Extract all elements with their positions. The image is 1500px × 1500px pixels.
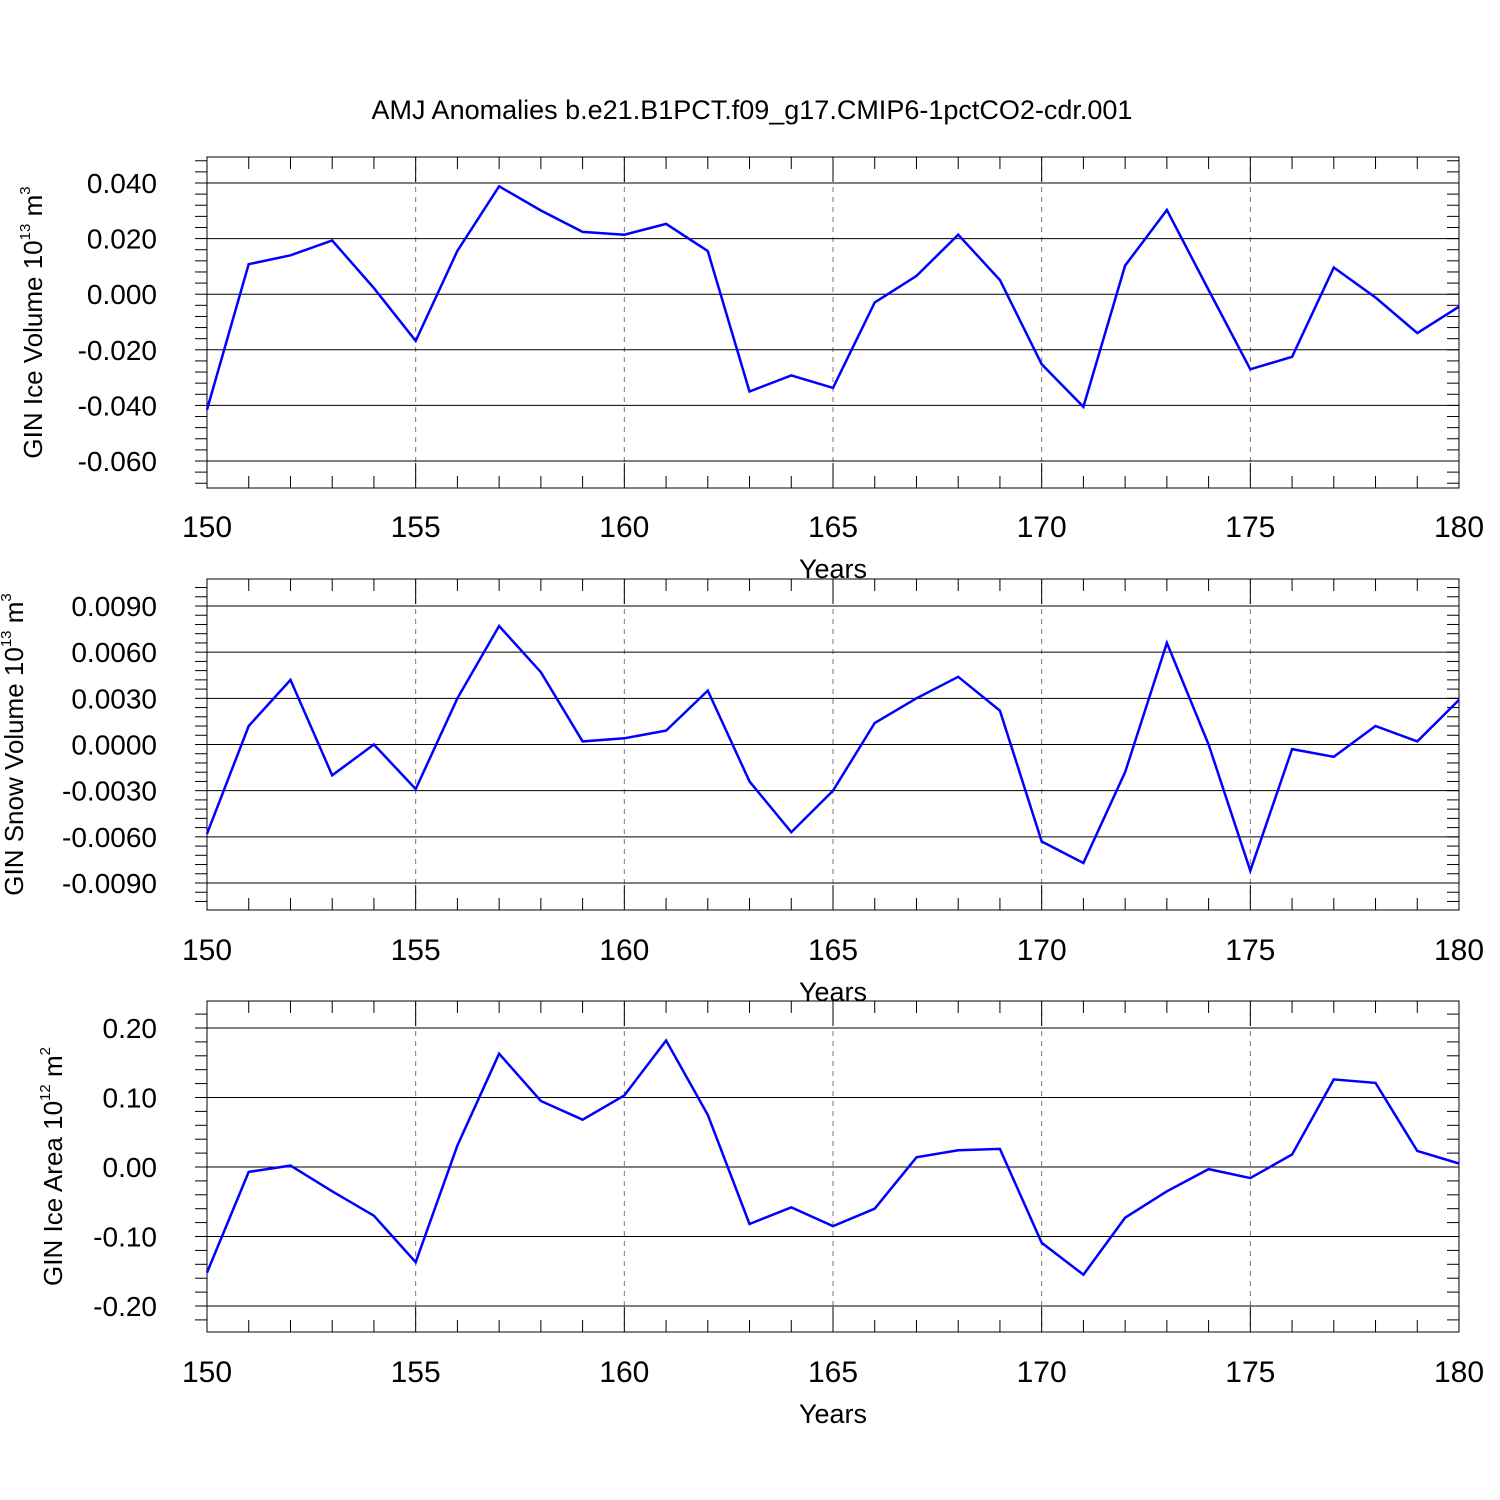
panels: -0.060 -0.040 -0.020 0.000 0.020 0.040 150 155 1…: [0, 156, 1484, 1429]
chart-panel-3: -0.20 -0.10 0.00 0.10 0.20 150 155 160 165 170 175…: [37, 1000, 1484, 1429]
chart-panel-2: -0.0090 -0.0060 -0.0030 0.0000 0.0030 0.0060 0…: [0, 578, 1484, 1007]
y-tick-label: -0.0030: [62, 776, 157, 807]
x-tick-label: 165: [808, 1356, 858, 1389]
x-tick-label: 170: [1017, 1356, 1067, 1389]
series-line: [205, 623, 1460, 875]
x-tick-label: 180: [1434, 934, 1484, 967]
y-tick-label: -0.040: [78, 390, 157, 421]
y-tick-label: -0.060: [78, 446, 157, 477]
y-tick-label: 0.040: [87, 168, 157, 199]
y-tick-label: 0.0090: [71, 591, 157, 622]
y-axis-label: GIN Snow Volume 1013 m3: [0, 593, 29, 896]
x-tick-label: 150: [182, 1356, 232, 1389]
x-tick-label: 160: [599, 934, 649, 967]
x-tick-label: 160: [599, 511, 649, 544]
y-tick-label: -0.0060: [62, 822, 157, 853]
x-tick-label: 180: [1434, 511, 1484, 544]
series-line: [205, 1038, 1460, 1277]
x-tick-label: 175: [1225, 934, 1275, 967]
y-axis-label: GIN Ice Area 1012 m2: [37, 1047, 68, 1286]
y-tick-label: 0.10: [103, 1083, 158, 1114]
figure-title: AMJ Anomalies b.e21.B1PCT.f09_g17.CMIP6-…: [372, 95, 1133, 125]
x-tick-label: 175: [1225, 1356, 1275, 1389]
y-tick-label: 0.20: [103, 1013, 158, 1044]
x-tick-label: 175: [1225, 511, 1275, 544]
x-tick-label: 165: [808, 511, 858, 544]
y-tick-label: 0.00: [103, 1152, 158, 1183]
x-tick-label: 180: [1434, 1356, 1484, 1389]
y-tick-label: 0.000: [87, 279, 157, 310]
x-tick-label: 170: [1017, 934, 1067, 967]
y-axis-label: GIN Ice Volume 1013 m3: [17, 186, 48, 458]
y-tick-label: 0.0000: [71, 730, 157, 761]
y-tick-label: 0.020: [87, 224, 157, 255]
y-tick-label: 0.0060: [71, 637, 157, 668]
y-tick-label: -0.0090: [62, 868, 157, 899]
x-tick-label: 150: [182, 934, 232, 967]
x-axis-label: Years: [799, 1399, 867, 1429]
x-tick-label: 155: [391, 1356, 441, 1389]
y-tick-label: -0.020: [78, 335, 157, 366]
x-tick-label: 155: [391, 511, 441, 544]
x-tick-label: 165: [808, 934, 858, 967]
y-tick-label: -0.20: [93, 1291, 157, 1322]
y-tick-label: -0.10: [93, 1222, 157, 1253]
x-tick-label: 155: [391, 934, 441, 967]
x-tick-label: 150: [182, 511, 232, 544]
y-tick-label: 0.0030: [71, 683, 157, 714]
x-tick-label: 160: [599, 1356, 649, 1389]
chart-panel-1: -0.060 -0.040 -0.020 0.000 0.020 0.040 150 155 1…: [17, 156, 1484, 584]
x-tick-label: 170: [1017, 511, 1067, 544]
series-line: [205, 184, 1460, 410]
